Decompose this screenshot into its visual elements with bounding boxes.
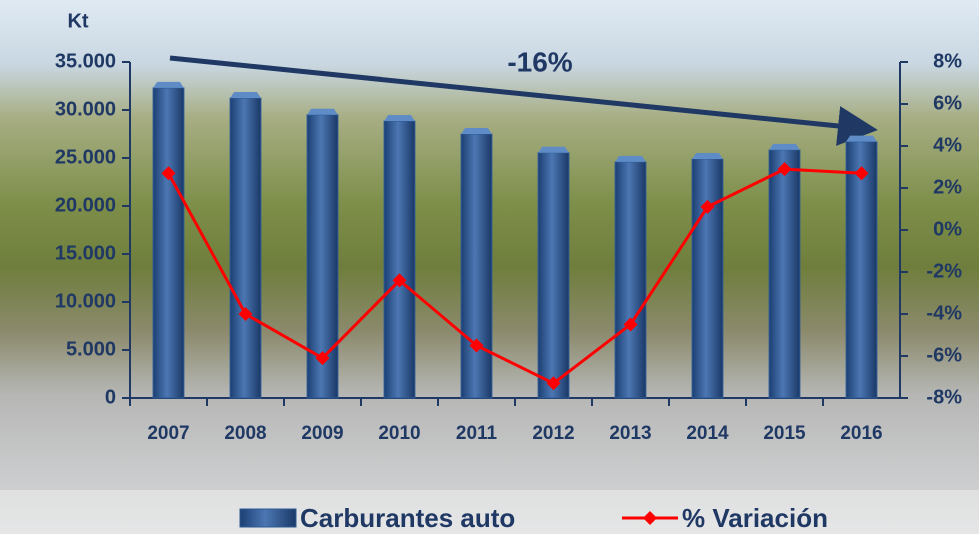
y-tick-label: 20.000 bbox=[55, 194, 116, 216]
x-tick-label: 2009 bbox=[301, 423, 343, 444]
bar bbox=[229, 97, 262, 399]
marker bbox=[469, 338, 484, 353]
marker bbox=[623, 317, 638, 332]
annotation: -16% bbox=[507, 46, 572, 77]
bar bbox=[537, 152, 570, 399]
trend-arrow bbox=[169, 55, 878, 146]
marker bbox=[546, 376, 561, 391]
legend-swatch bbox=[239, 508, 297, 528]
marker bbox=[161, 166, 176, 181]
bar-cap bbox=[769, 143, 800, 150]
y-tick-label: 15.000 bbox=[55, 242, 116, 264]
x-tick-label: 2008 bbox=[224, 423, 266, 444]
y2-tick-label: 6% bbox=[933, 92, 962, 114]
y-tick-label: 30.000 bbox=[55, 98, 116, 120]
y-tick-label: 0 bbox=[105, 386, 116, 408]
bar bbox=[691, 158, 724, 399]
y2-tick-label: -6% bbox=[926, 344, 962, 366]
x-tick-label: 2013 bbox=[609, 423, 651, 444]
y2-tick-label: -8% bbox=[926, 386, 962, 408]
legend-marker bbox=[643, 511, 657, 525]
y2-tick-label: 4% bbox=[933, 134, 962, 156]
marker bbox=[392, 273, 407, 288]
marker bbox=[315, 351, 330, 366]
bar-cap bbox=[615, 155, 646, 162]
marker bbox=[700, 199, 715, 214]
bar-cap bbox=[692, 152, 723, 159]
x-tick-label: 2012 bbox=[532, 423, 574, 444]
bar bbox=[768, 149, 801, 399]
marker bbox=[238, 307, 253, 321]
y-tick-label: 35.000 bbox=[55, 50, 116, 72]
bar bbox=[383, 120, 416, 399]
y-axis-label: Kt bbox=[67, 10, 88, 32]
marker bbox=[777, 162, 792, 177]
bar-cap bbox=[846, 135, 877, 142]
x-tick-label: 2014 bbox=[686, 423, 729, 444]
y-tick-label: 25.000 bbox=[55, 146, 116, 168]
legend-label: Carburantes auto bbox=[300, 503, 515, 533]
bar bbox=[614, 161, 647, 399]
line bbox=[167, 167, 862, 386]
marker bbox=[854, 166, 869, 181]
y2-tick-label: -4% bbox=[926, 302, 962, 324]
bar-cap bbox=[538, 146, 569, 153]
y2-tick-label: 8% bbox=[933, 50, 962, 72]
x-tick-label: 2007 bbox=[147, 423, 189, 444]
y2-tick-label: 2% bbox=[933, 176, 962, 198]
bar-cap bbox=[230, 92, 261, 98]
legend-band bbox=[0, 490, 979, 534]
legend-label: % Variación bbox=[682, 503, 828, 533]
y2-tick-label: -2% bbox=[926, 260, 962, 282]
x-tick-label: 2016 bbox=[840, 423, 882, 444]
x-tick-label: 2010 bbox=[378, 423, 420, 444]
x-tick-label: 2015 bbox=[763, 423, 806, 444]
y-tick-label: 5.000 bbox=[66, 338, 116, 360]
bar bbox=[460, 133, 493, 399]
y2-tick-label: 0% bbox=[933, 218, 962, 240]
x-tick-label: 2011 bbox=[456, 423, 498, 444]
bar-cap bbox=[307, 108, 338, 115]
y-tick-label: 10.000 bbox=[55, 290, 116, 312]
bar-cap bbox=[384, 115, 415, 122]
bar-cap bbox=[153, 81, 184, 88]
bar bbox=[152, 87, 185, 399]
bar-cap bbox=[461, 128, 492, 134]
bar bbox=[845, 141, 878, 399]
